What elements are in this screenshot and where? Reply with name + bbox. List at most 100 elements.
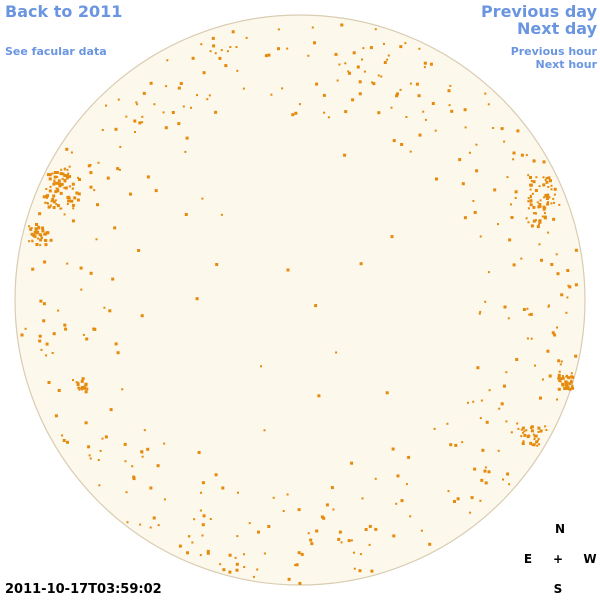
facula-dot — [566, 387, 570, 390]
facula-dot — [536, 439, 539, 442]
facula-dot — [487, 271, 490, 274]
facula-dot — [500, 402, 504, 406]
facula-dot — [435, 177, 438, 181]
facula-dot — [143, 429, 146, 432]
facular-link[interactable]: See facular data — [5, 45, 107, 58]
facula-dot — [105, 104, 107, 107]
facula-dot — [40, 348, 43, 351]
facula-dot — [51, 172, 54, 175]
facula-dot — [546, 202, 549, 205]
facula-dot — [126, 521, 129, 524]
facula-dot — [48, 206, 51, 208]
facula-dot — [320, 515, 324, 519]
facula-dot — [571, 386, 575, 390]
facula-dot — [109, 408, 113, 412]
facula-dot — [182, 105, 185, 108]
facula-dot — [566, 269, 570, 272]
facula-dot — [89, 271, 93, 275]
facula-dot — [153, 103, 156, 106]
facula-dot — [390, 106, 393, 109]
facula-dot — [558, 376, 561, 379]
facula-dot — [523, 433, 527, 437]
facula-dot — [352, 51, 356, 55]
facula-dot — [195, 297, 199, 301]
facula-dot — [526, 435, 530, 439]
next-day-link[interactable]: Next day — [517, 19, 597, 38]
facula-dot — [532, 212, 535, 215]
facula-dot — [503, 384, 506, 388]
facula-dot — [464, 126, 467, 129]
facula-dot — [89, 171, 93, 175]
facula-dot — [108, 309, 112, 313]
facula-dot — [520, 435, 523, 438]
facula-dot — [431, 102, 435, 105]
facula-dot — [106, 176, 110, 180]
facula-dot — [359, 553, 362, 556]
facula-dot — [199, 509, 202, 512]
facula-dot — [338, 63, 341, 66]
facula-dot — [260, 365, 262, 368]
facula-dot — [149, 486, 153, 490]
facula-dot — [561, 376, 565, 380]
facula-dot — [529, 203, 533, 207]
facula-dot — [125, 115, 128, 118]
facula-dot — [527, 200, 530, 203]
facula-dot — [75, 191, 79, 195]
facula-dot — [31, 267, 35, 271]
facula-dot — [380, 75, 383, 78]
facula-dot — [40, 235, 43, 238]
facula-dot — [73, 196, 77, 200]
facula-dot — [131, 465, 134, 468]
facula-dot — [449, 84, 452, 87]
facula-dot — [197, 451, 201, 454]
facula-dot — [124, 460, 127, 463]
previous-hour-link[interactable]: Previous hour — [510, 45, 597, 58]
facula-dot — [469, 151, 471, 154]
facula-dot — [484, 466, 487, 469]
facula-dot — [515, 358, 519, 361]
facula-dot — [62, 439, 66, 442]
facula-dot — [134, 131, 136, 133]
next-hour-link[interactable]: Next hour — [535, 58, 598, 71]
facula-dot — [235, 46, 238, 48]
facula-dot — [542, 160, 546, 164]
facula-dot — [543, 196, 546, 199]
facula-dot — [404, 42, 407, 45]
facula-dot — [347, 539, 351, 543]
facula-dot — [52, 200, 56, 204]
compass-center: + — [552, 552, 564, 566]
facula-dot — [133, 119, 137, 123]
facula-dot — [48, 177, 52, 181]
facula-dot — [567, 376, 571, 380]
facula-dot — [512, 263, 516, 267]
facula-dot — [534, 212, 537, 215]
facula-dot — [330, 486, 334, 490]
facula-dot — [118, 168, 121, 171]
facula-dot — [569, 380, 573, 384]
facula-dot — [467, 401, 469, 404]
facula-dot — [545, 197, 549, 200]
facula-dot — [449, 443, 453, 447]
facula-dot — [392, 139, 396, 143]
facula-dot — [527, 221, 530, 224]
facula-dot — [44, 201, 47, 204]
facula-dot — [54, 414, 58, 418]
facula-dot — [68, 165, 71, 168]
facula-dot — [503, 140, 506, 143]
back-link[interactable]: Back to 2011 — [5, 2, 123, 21]
facula-dot — [60, 168, 63, 171]
facula-dot — [358, 569, 362, 573]
facula-dot — [39, 244, 42, 247]
facula-dot — [104, 435, 108, 439]
facula-dot — [263, 552, 266, 555]
facula-dot — [557, 359, 561, 363]
facula-dot — [340, 23, 344, 27]
facula-dot — [531, 192, 534, 195]
facula-dot — [447, 490, 450, 493]
facula-dot — [479, 417, 482, 420]
previous-day-link[interactable]: Previous day — [480, 2, 597, 21]
facula-dot — [35, 230, 38, 233]
facula-dot — [517, 427, 520, 430]
facula-dot — [534, 189, 538, 192]
